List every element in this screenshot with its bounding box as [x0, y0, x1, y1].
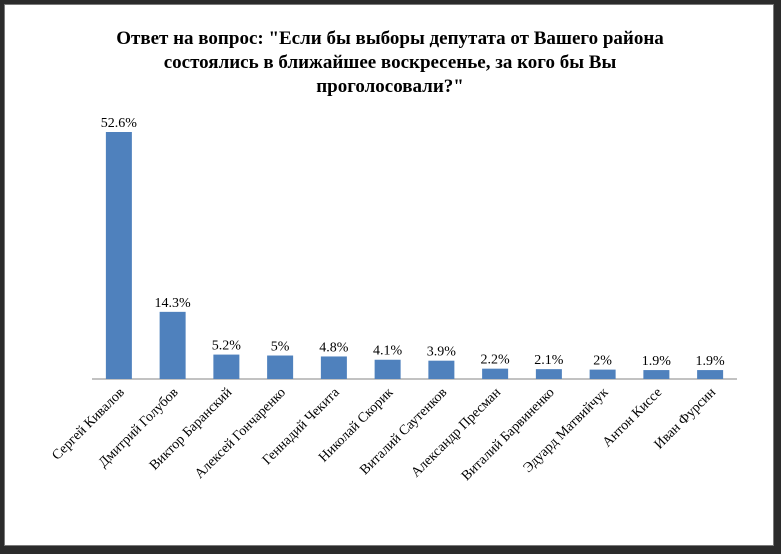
bar — [428, 360, 455, 379]
bar — [267, 355, 294, 379]
data-label: 1.9% — [696, 354, 726, 369]
data-label: 2.2% — [481, 353, 511, 368]
bar — [697, 370, 724, 379]
bar — [589, 369, 616, 379]
data-label: 5.2% — [212, 339, 242, 354]
chart-title-line-1: Ответ на вопрос: "Если бы выборы депутат… — [116, 28, 664, 49]
bar — [482, 368, 509, 379]
data-label: 5% — [271, 340, 290, 355]
data-label: 2% — [593, 354, 612, 369]
category-label: Виталий Барвиненко — [459, 385, 558, 484]
data-label: 4.8% — [319, 340, 349, 355]
data-label: 4.1% — [373, 344, 403, 359]
bar — [535, 369, 562, 379]
bar — [643, 370, 670, 379]
bar — [213, 354, 240, 379]
chart-title-line-2: состоялись в ближайшее воскресенье, за к… — [163, 52, 617, 73]
data-label: 2.1% — [534, 353, 564, 368]
data-label: 1.9% — [642, 354, 672, 369]
chart-title: Ответ на вопрос: "Если бы выборы депутат… — [5, 27, 775, 99]
category-label: Алексей Гончаренко — [192, 385, 289, 482]
chart-title-line-3: проголосовали?" — [316, 76, 464, 97]
category-label: Александр Пресман — [409, 385, 505, 481]
data-label: 14.3% — [155, 296, 192, 311]
data-label: 3.9% — [427, 345, 457, 360]
data-label: 52.6% — [101, 116, 138, 131]
bar — [374, 359, 401, 379]
bar — [320, 356, 347, 379]
bar — [105, 132, 132, 379]
chart-frame: Ответ на вопрос: "Если бы выборы депутат… — [4, 4, 774, 546]
bar — [159, 311, 186, 379]
